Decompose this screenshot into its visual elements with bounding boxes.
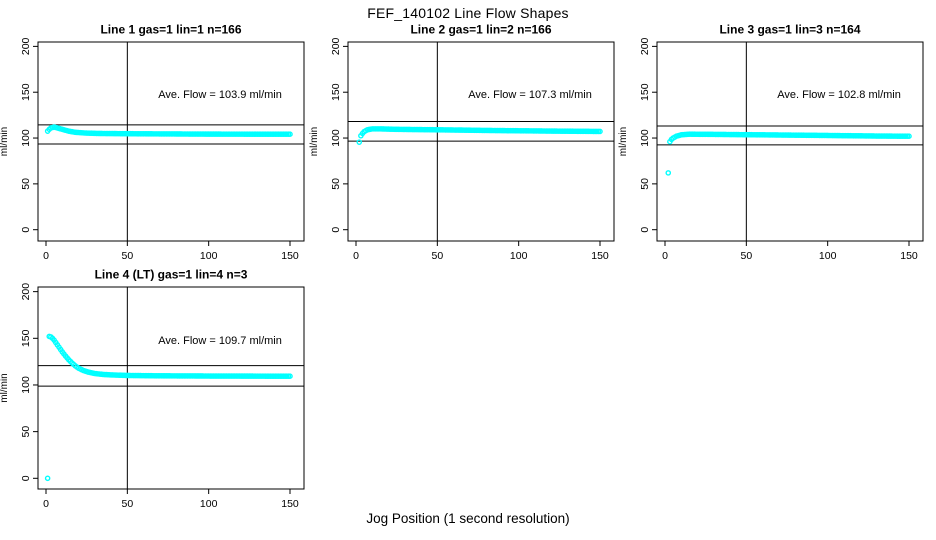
y-axis-unit-label: ml/min <box>0 373 10 402</box>
outlier-point <box>665 170 672 176</box>
panel-title: Line 2 gas=1 lin=2 n=166 <box>410 23 551 37</box>
y-tick-label: 100 <box>639 129 651 147</box>
outlier-point <box>667 138 673 145</box>
data-point <box>287 131 293 137</box>
ave-flow-annotation: Ave. Flow = 109.7 ml/min <box>158 335 282 347</box>
outlier-point <box>44 475 51 482</box>
y-tick-label: 100 <box>20 129 32 147</box>
plot-area: Line 4 (LT) gas=1 lin=4 n=3 0 50 100 150 200 0… <box>0 268 305 510</box>
panel-line-2: Line 2 gas=1 lin=2 n=166 0 50 100 150 200 0 50 1… <box>309 23 615 262</box>
x-tick-label: 50 <box>121 250 133 262</box>
panel-title: Line 1 gas=1 lin=1 n=166 <box>100 23 241 37</box>
y-tick-label: 200 <box>330 37 342 55</box>
y-tick-label: 50 <box>330 178 342 190</box>
panel-line-3: Line 3 gas=1 lin=3 n=164 0 50 100 150 200 0 50 1… <box>618 23 924 262</box>
ave-flow-annotation: Ave. Flow = 103.9 ml/min <box>158 89 282 101</box>
data-point <box>287 373 293 379</box>
x-tick-label: 100 <box>510 250 528 262</box>
plot-area: Line 3 gas=1 lin=3 n=164 0 50 100 150 200 0 50 1… <box>618 23 924 262</box>
data-points <box>44 124 293 137</box>
plot-area: Line 2 gas=1 lin=2 n=166 0 50 100 150 200 0 50 1… <box>309 23 615 262</box>
y-tick-label: 150 <box>20 83 32 101</box>
x-tick-label: 0 <box>43 498 49 510</box>
x-tick-label: 0 <box>43 250 49 262</box>
outlier-point <box>356 139 363 145</box>
x-tick-label: 0 <box>353 250 359 262</box>
figure-title: FEF_140102 Line Flow Shapes <box>367 5 569 21</box>
data-point <box>906 133 912 140</box>
x-tick-label: 150 <box>591 250 609 262</box>
y-axis-unit-label: ml/min <box>0 127 10 156</box>
y-axis-unit-label: ml/min <box>309 127 320 156</box>
data-points <box>356 126 603 145</box>
ave-flow-annotation: Ave. Flow = 102.8 ml/min <box>777 89 901 101</box>
y-tick-label: 200 <box>20 37 32 55</box>
x-tick-label: 50 <box>740 250 752 262</box>
plot-frame <box>37 41 305 242</box>
panel-line-1: Line 1 gas=1 lin=1 n=166 0 50 100 150 200 0 50 1… <box>0 23 305 262</box>
x-axis-label: Jog Position (1 second resolution) <box>366 511 570 526</box>
panel-line-4: Line 4 (LT) gas=1 lin=4 n=3 0 50 100 150 200 0… <box>0 268 305 510</box>
x-tick-label: 100 <box>819 250 837 262</box>
y-tick-label: 150 <box>639 83 651 101</box>
plot-frame <box>347 41 615 242</box>
ave-flow-annotation: Ave. Flow = 107.3 ml/min <box>468 89 592 101</box>
y-tick-label: 150 <box>330 83 342 101</box>
x-tick-label: 150 <box>900 250 918 262</box>
y-tick-label: 50 <box>20 178 32 190</box>
x-tick-label: 100 <box>200 250 218 262</box>
y-tick-label: 150 <box>20 329 32 347</box>
data-point <box>597 128 603 135</box>
panel-title: Line 3 gas=1 lin=3 n=164 <box>719 23 860 37</box>
x-tick-label: 150 <box>281 250 299 262</box>
x-tick-label: 50 <box>121 498 133 510</box>
y-tick-label: 0 <box>330 227 342 233</box>
y-tick-label: 100 <box>330 129 342 147</box>
y-tick-label: 0 <box>639 227 651 233</box>
y-tick-label: 100 <box>20 376 32 394</box>
data-points <box>44 333 293 482</box>
plot-area: Line 1 gas=1 lin=1 n=166 0 50 100 150 200 0 50 1… <box>0 23 305 262</box>
panel-title: Line 4 (LT) gas=1 lin=4 n=3 <box>95 268 248 282</box>
plot-frame <box>37 286 305 490</box>
y-tick-label: 0 <box>20 475 32 481</box>
y-tick-label: 0 <box>20 227 32 233</box>
y-tick-label: 200 <box>639 37 651 55</box>
data-points <box>665 131 912 176</box>
x-tick-label: 0 <box>662 250 668 262</box>
x-tick-label: 50 <box>431 250 443 262</box>
y-tick-label: 50 <box>639 178 651 190</box>
y-tick-label: 50 <box>20 426 32 438</box>
plot-frame <box>656 41 924 242</box>
x-tick-label: 100 <box>200 498 218 510</box>
x-tick-label: 150 <box>281 498 299 510</box>
y-tick-label: 200 <box>20 283 32 301</box>
y-axis-unit-label: ml/min <box>618 127 629 156</box>
